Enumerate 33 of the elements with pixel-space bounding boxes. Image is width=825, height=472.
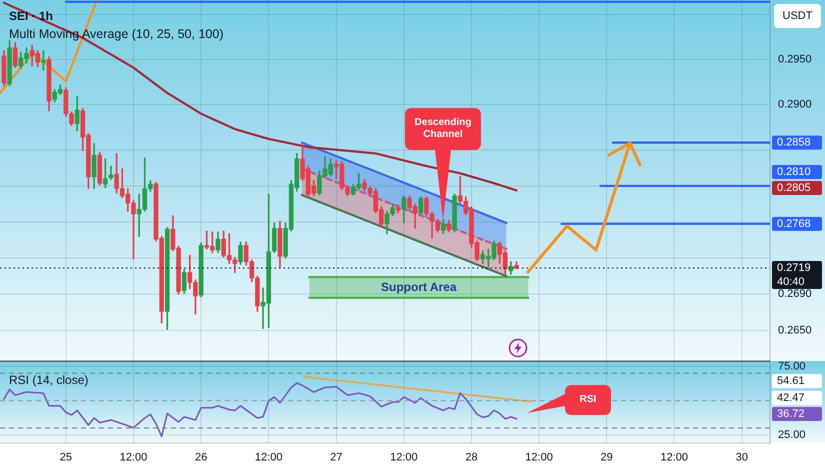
y-tick-label: 0.2650 <box>778 324 812 336</box>
y-tick-label: 25.00 <box>778 428 806 441</box>
x-tick-label: 12:00 <box>254 452 282 464</box>
y-tick-label: 75.00 <box>778 360 806 372</box>
annotation: RSI <box>580 394 596 406</box>
y-tick-label: 0.2950 <box>778 54 812 66</box>
candlestick <box>108 166 114 180</box>
x-tick-label: 12:00 <box>525 452 553 464</box>
x-tick-label: 26 <box>194 452 208 464</box>
ref-line-label: 0.2719 <box>777 262 811 274</box>
x-tick-label: 29 <box>600 452 613 464</box>
text: 54.61 <box>777 375 805 388</box>
y-axis-title: USDT <box>782 10 813 22</box>
text: 0.2805 <box>777 182 811 194</box>
x-tick-label: 12:00 <box>120 452 148 464</box>
text: RSI (14, close) <box>9 373 88 387</box>
x-tick-label: 30 <box>736 452 748 464</box>
x-tick-label: 12:00 <box>660 452 688 464</box>
annotation: Descending Channel <box>414 117 472 141</box>
data-label: 0.2810 <box>777 166 811 178</box>
x-tick-label: 28 <box>465 452 478 464</box>
y-tick-label: 0.2690 <box>778 288 812 300</box>
text: 40:40 <box>777 276 805 288</box>
text: 42.47 <box>777 392 805 404</box>
data-label: 0.2858 <box>777 136 811 149</box>
x-tick-label: 25 <box>60 452 72 464</box>
text: SEI · 1h <box>9 9 54 23</box>
x-tick-label: 12:00 <box>390 452 418 464</box>
text: 36.72 <box>777 408 805 420</box>
y-tick-label: 0.2900 <box>778 98 812 111</box>
series-label: Support Area <box>381 280 457 294</box>
data-label: 0.2768 <box>777 218 811 230</box>
x-tick-label: 27 <box>330 452 342 464</box>
